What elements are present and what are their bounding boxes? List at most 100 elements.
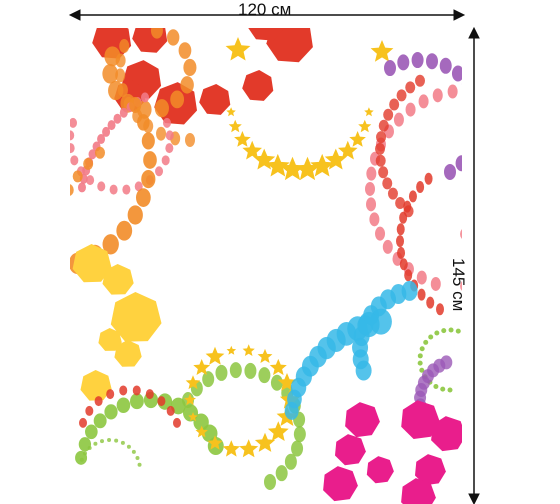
dot-shape: [45, 246, 55, 258]
dot-shape: [72, 170, 83, 183]
heptagon-shape: [431, 416, 462, 452]
dot-shape: [170, 90, 185, 109]
dot-shape: [447, 387, 453, 393]
dot-shape: [95, 146, 106, 159]
star-shape: [242, 140, 262, 160]
dot-shape: [115, 53, 126, 68]
dot-shape: [87, 445, 92, 450]
dot-shape: [116, 397, 131, 414]
dot-shape: [399, 258, 408, 271]
dot-shape: [428, 334, 434, 340]
dot-shape: [401, 280, 418, 301]
dot-shape: [86, 175, 95, 186]
dot-shape: [405, 102, 416, 117]
dot-shape: [463, 332, 468, 337]
dot-shape: [419, 346, 425, 352]
dot-shape: [229, 362, 242, 379]
heptagon-shape: [98, 328, 122, 351]
dot-shape: [135, 455, 140, 460]
dot-shape: [471, 131, 483, 147]
dot-shape: [106, 389, 115, 400]
dot-shape: [143, 151, 157, 169]
dot-shape: [264, 473, 276, 490]
dot-shape: [475, 258, 485, 270]
dot-shape: [396, 89, 407, 102]
heptagon-shape: [242, 70, 274, 101]
star-shape: [222, 440, 240, 457]
star-shape: [195, 425, 208, 438]
dot-shape: [393, 112, 404, 127]
dot-shape: [129, 97, 142, 113]
dot-shape: [132, 385, 141, 396]
dot-shape: [451, 65, 462, 82]
dot-shape: [154, 99, 169, 118]
dot-shape: [375, 154, 386, 167]
heptagon-shape: [110, 292, 162, 342]
dot-shape: [397, 54, 410, 71]
dot-shape: [275, 465, 288, 482]
dot-shape: [79, 417, 88, 428]
dot-shape: [460, 229, 462, 239]
star-shape: [207, 435, 223, 450]
dot-shape: [395, 197, 406, 210]
dot-shape: [136, 188, 151, 207]
dot-shape: [441, 328, 447, 334]
dot-shape: [408, 190, 417, 203]
heptagon-shape: [335, 434, 366, 466]
dot-shape: [366, 197, 377, 212]
star-shape: [364, 107, 374, 117]
dot-shape: [156, 126, 167, 141]
dot-shape: [56, 199, 66, 211]
dot-shape: [137, 462, 142, 467]
dot-shape: [434, 330, 440, 336]
dot-shape: [85, 424, 98, 440]
dot-shape: [88, 149, 97, 160]
dot-shape: [376, 131, 387, 144]
star-shape: [338, 140, 358, 160]
dot-shape: [382, 177, 393, 190]
dot-shape: [403, 205, 414, 218]
dot-shape: [167, 29, 180, 46]
dot-shape: [117, 83, 128, 98]
dot-shape: [460, 281, 462, 291]
dot-shape: [473, 102, 485, 118]
star-shape: [242, 344, 255, 356]
dot-shape: [157, 396, 166, 407]
heptagon-shape: [80, 370, 112, 401]
star-shape: [370, 40, 394, 62]
heptagon-shape: [266, 28, 313, 63]
dot-shape: [293, 426, 306, 443]
dot-shape: [120, 440, 125, 445]
height-label: 145 см: [449, 258, 468, 312]
dot-shape: [97, 134, 106, 145]
dot-shape: [284, 453, 297, 470]
dot-shape: [426, 53, 439, 70]
dot-shape: [426, 296, 435, 309]
dot-shape: [141, 132, 155, 150]
dot-shape: [270, 374, 283, 391]
star-shape: [266, 153, 290, 177]
dot-shape: [45, 262, 55, 274]
dot-shape: [119, 107, 128, 118]
dot-shape: [70, 155, 79, 166]
dot-shape: [93, 441, 98, 446]
star-shape: [228, 119, 242, 133]
dot-shape: [455, 328, 461, 334]
dot-shape: [447, 84, 458, 99]
heptagon-shape: [401, 400, 440, 439]
star-shape: [280, 156, 305, 181]
dot-shape: [439, 57, 452, 74]
dot-shape: [185, 133, 195, 147]
dot-shape: [165, 130, 174, 141]
dot-shape: [131, 449, 136, 454]
dot-shape: [114, 438, 119, 443]
dot-shape: [47, 230, 57, 242]
dot-shape: [70, 130, 75, 141]
dot-shape: [382, 239, 393, 254]
dot-shape: [180, 76, 194, 94]
star-shape: [185, 375, 201, 390]
heptagon-shape: [323, 466, 358, 502]
dot-shape: [378, 119, 389, 132]
star-shape: [253, 148, 276, 170]
